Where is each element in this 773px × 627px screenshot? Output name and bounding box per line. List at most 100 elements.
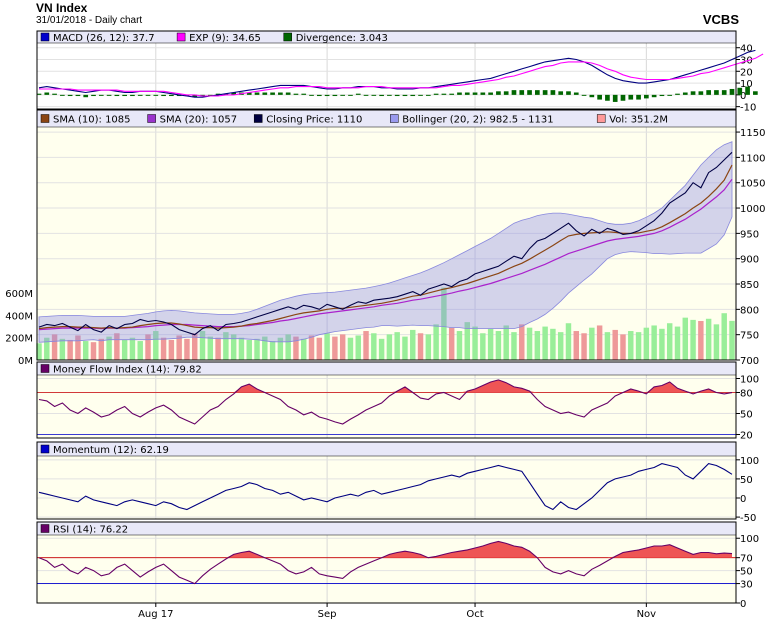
volume-bar bbox=[184, 338, 190, 360]
divergence-bar bbox=[589, 94, 595, 98]
volume-bar bbox=[581, 333, 587, 360]
mfi-mfi-line bbox=[38, 379, 733, 425]
volume-bar bbox=[121, 339, 128, 360]
divergence-bar bbox=[745, 86, 750, 95]
divergence-bar bbox=[581, 94, 587, 96]
momentum-tick-label: -50 bbox=[740, 513, 756, 524]
divergence-bar bbox=[379, 94, 384, 97]
divergence-bar bbox=[98, 94, 104, 96]
volume-bar bbox=[230, 334, 237, 360]
volume-bar bbox=[215, 337, 221, 360]
volume-bar bbox=[651, 325, 657, 360]
divergence-bar bbox=[535, 90, 540, 95]
price-tick-label: 1100 bbox=[740, 153, 765, 164]
chart-title: VN Index bbox=[36, 1, 88, 15]
divergence-bar bbox=[293, 93, 299, 95]
volume-bar bbox=[441, 287, 447, 360]
macd-tick-label: -10 bbox=[740, 103, 756, 114]
volume-bar bbox=[277, 337, 284, 360]
volume-bar bbox=[643, 327, 650, 360]
volume-bar bbox=[511, 332, 517, 360]
divergence-bar bbox=[550, 90, 556, 95]
macd-legend-label: Divergence: 3.043 bbox=[296, 33, 388, 44]
divergence-bar bbox=[114, 94, 120, 97]
volume-bar bbox=[82, 341, 89, 360]
volume-bar bbox=[176, 335, 182, 360]
volume-bar bbox=[192, 333, 198, 360]
divergence-bar bbox=[309, 94, 314, 96]
price-legend-label: Closing Price: 1110 bbox=[266, 115, 362, 126]
volume-bar bbox=[160, 337, 167, 360]
volume-bar bbox=[371, 333, 377, 360]
divergence-bar bbox=[698, 91, 704, 95]
volume-bar bbox=[153, 331, 159, 360]
rsi-legend-swatch bbox=[40, 524, 50, 533]
divergence-bar bbox=[161, 94, 166, 97]
divergence-bar bbox=[488, 92, 493, 95]
macd-tick-label: 20 bbox=[740, 67, 753, 78]
x-axis-label: Sep bbox=[318, 609, 337, 620]
volume-bar bbox=[589, 327, 595, 360]
closing-price-line bbox=[38, 151, 733, 336]
volume-bar bbox=[207, 336, 214, 360]
volume-bar bbox=[550, 328, 556, 360]
divergence-bar bbox=[207, 94, 213, 96]
volume-tick-label: 200M bbox=[5, 334, 33, 345]
divergence-bar bbox=[83, 94, 89, 98]
volume-bar bbox=[464, 322, 470, 360]
price-legend-bar bbox=[37, 110, 736, 127]
divergence-bar bbox=[441, 93, 447, 95]
price-legend-swatch bbox=[596, 114, 606, 123]
volume-bar bbox=[433, 324, 439, 360]
rsi-tick-label: 0 bbox=[740, 599, 746, 610]
divergence-bar bbox=[278, 92, 283, 95]
volume-bar bbox=[106, 336, 112, 360]
price-frame bbox=[36, 109, 737, 361]
volume-bar bbox=[386, 334, 393, 360]
rsi-tick-label: 50 bbox=[740, 567, 753, 578]
volume-bar bbox=[495, 331, 502, 360]
price-legend-label: Bollinger (20, 2): 982.5 - 1131 bbox=[402, 115, 553, 126]
divergence-bar bbox=[542, 90, 548, 95]
mfi-legend-swatch bbox=[40, 364, 50, 373]
volume-bar bbox=[51, 334, 58, 360]
volume-bar bbox=[542, 326, 548, 360]
price-tick-label: 1050 bbox=[740, 179, 765, 190]
volume-bar bbox=[425, 334, 432, 360]
volume-bar bbox=[293, 336, 299, 360]
divergence-bar bbox=[620, 94, 626, 101]
volume-bar bbox=[705, 318, 712, 360]
divergence-bar bbox=[612, 94, 618, 102]
volume-bar bbox=[456, 331, 463, 360]
divergence-bar bbox=[675, 93, 680, 95]
price-legend-swatch bbox=[40, 114, 50, 123]
price-legend-label: SMA (10): 1085 bbox=[53, 115, 131, 126]
macd-legend-label: EXP (9): 34.65 bbox=[189, 33, 261, 44]
price-legend-swatch bbox=[147, 114, 156, 123]
x-axis-label: Nov bbox=[637, 609, 657, 620]
divergence-bar bbox=[480, 92, 486, 95]
macd-plot-area bbox=[37, 43, 736, 109]
mfi-tick-label: 50 bbox=[740, 410, 753, 421]
volume-bar bbox=[666, 323, 673, 360]
volume-bar bbox=[308, 335, 315, 360]
volume-bar bbox=[355, 335, 361, 360]
mfi-tick-label: 20 bbox=[740, 431, 753, 442]
volume-bar bbox=[90, 342, 97, 360]
volume-bar bbox=[262, 336, 268, 360]
divergence-bar bbox=[433, 93, 439, 95]
divergence-bar bbox=[75, 94, 81, 97]
macd-legend-swatch bbox=[176, 32, 186, 42]
divergence-bar bbox=[682, 92, 688, 95]
volume-bar bbox=[519, 324, 525, 360]
divergence-bar bbox=[690, 91, 696, 95]
divergence-bar bbox=[363, 94, 369, 96]
mfi-legend-label: Money Flow Index (14): 79.82 bbox=[53, 365, 202, 376]
divergence-bar bbox=[285, 92, 291, 95]
rsi-frame bbox=[36, 521, 737, 604]
divergence-bar bbox=[106, 94, 112, 96]
divergence-bar bbox=[605, 94, 610, 101]
momentum-tick-label: 100 bbox=[740, 456, 759, 467]
divergence-bar bbox=[410, 94, 416, 97]
